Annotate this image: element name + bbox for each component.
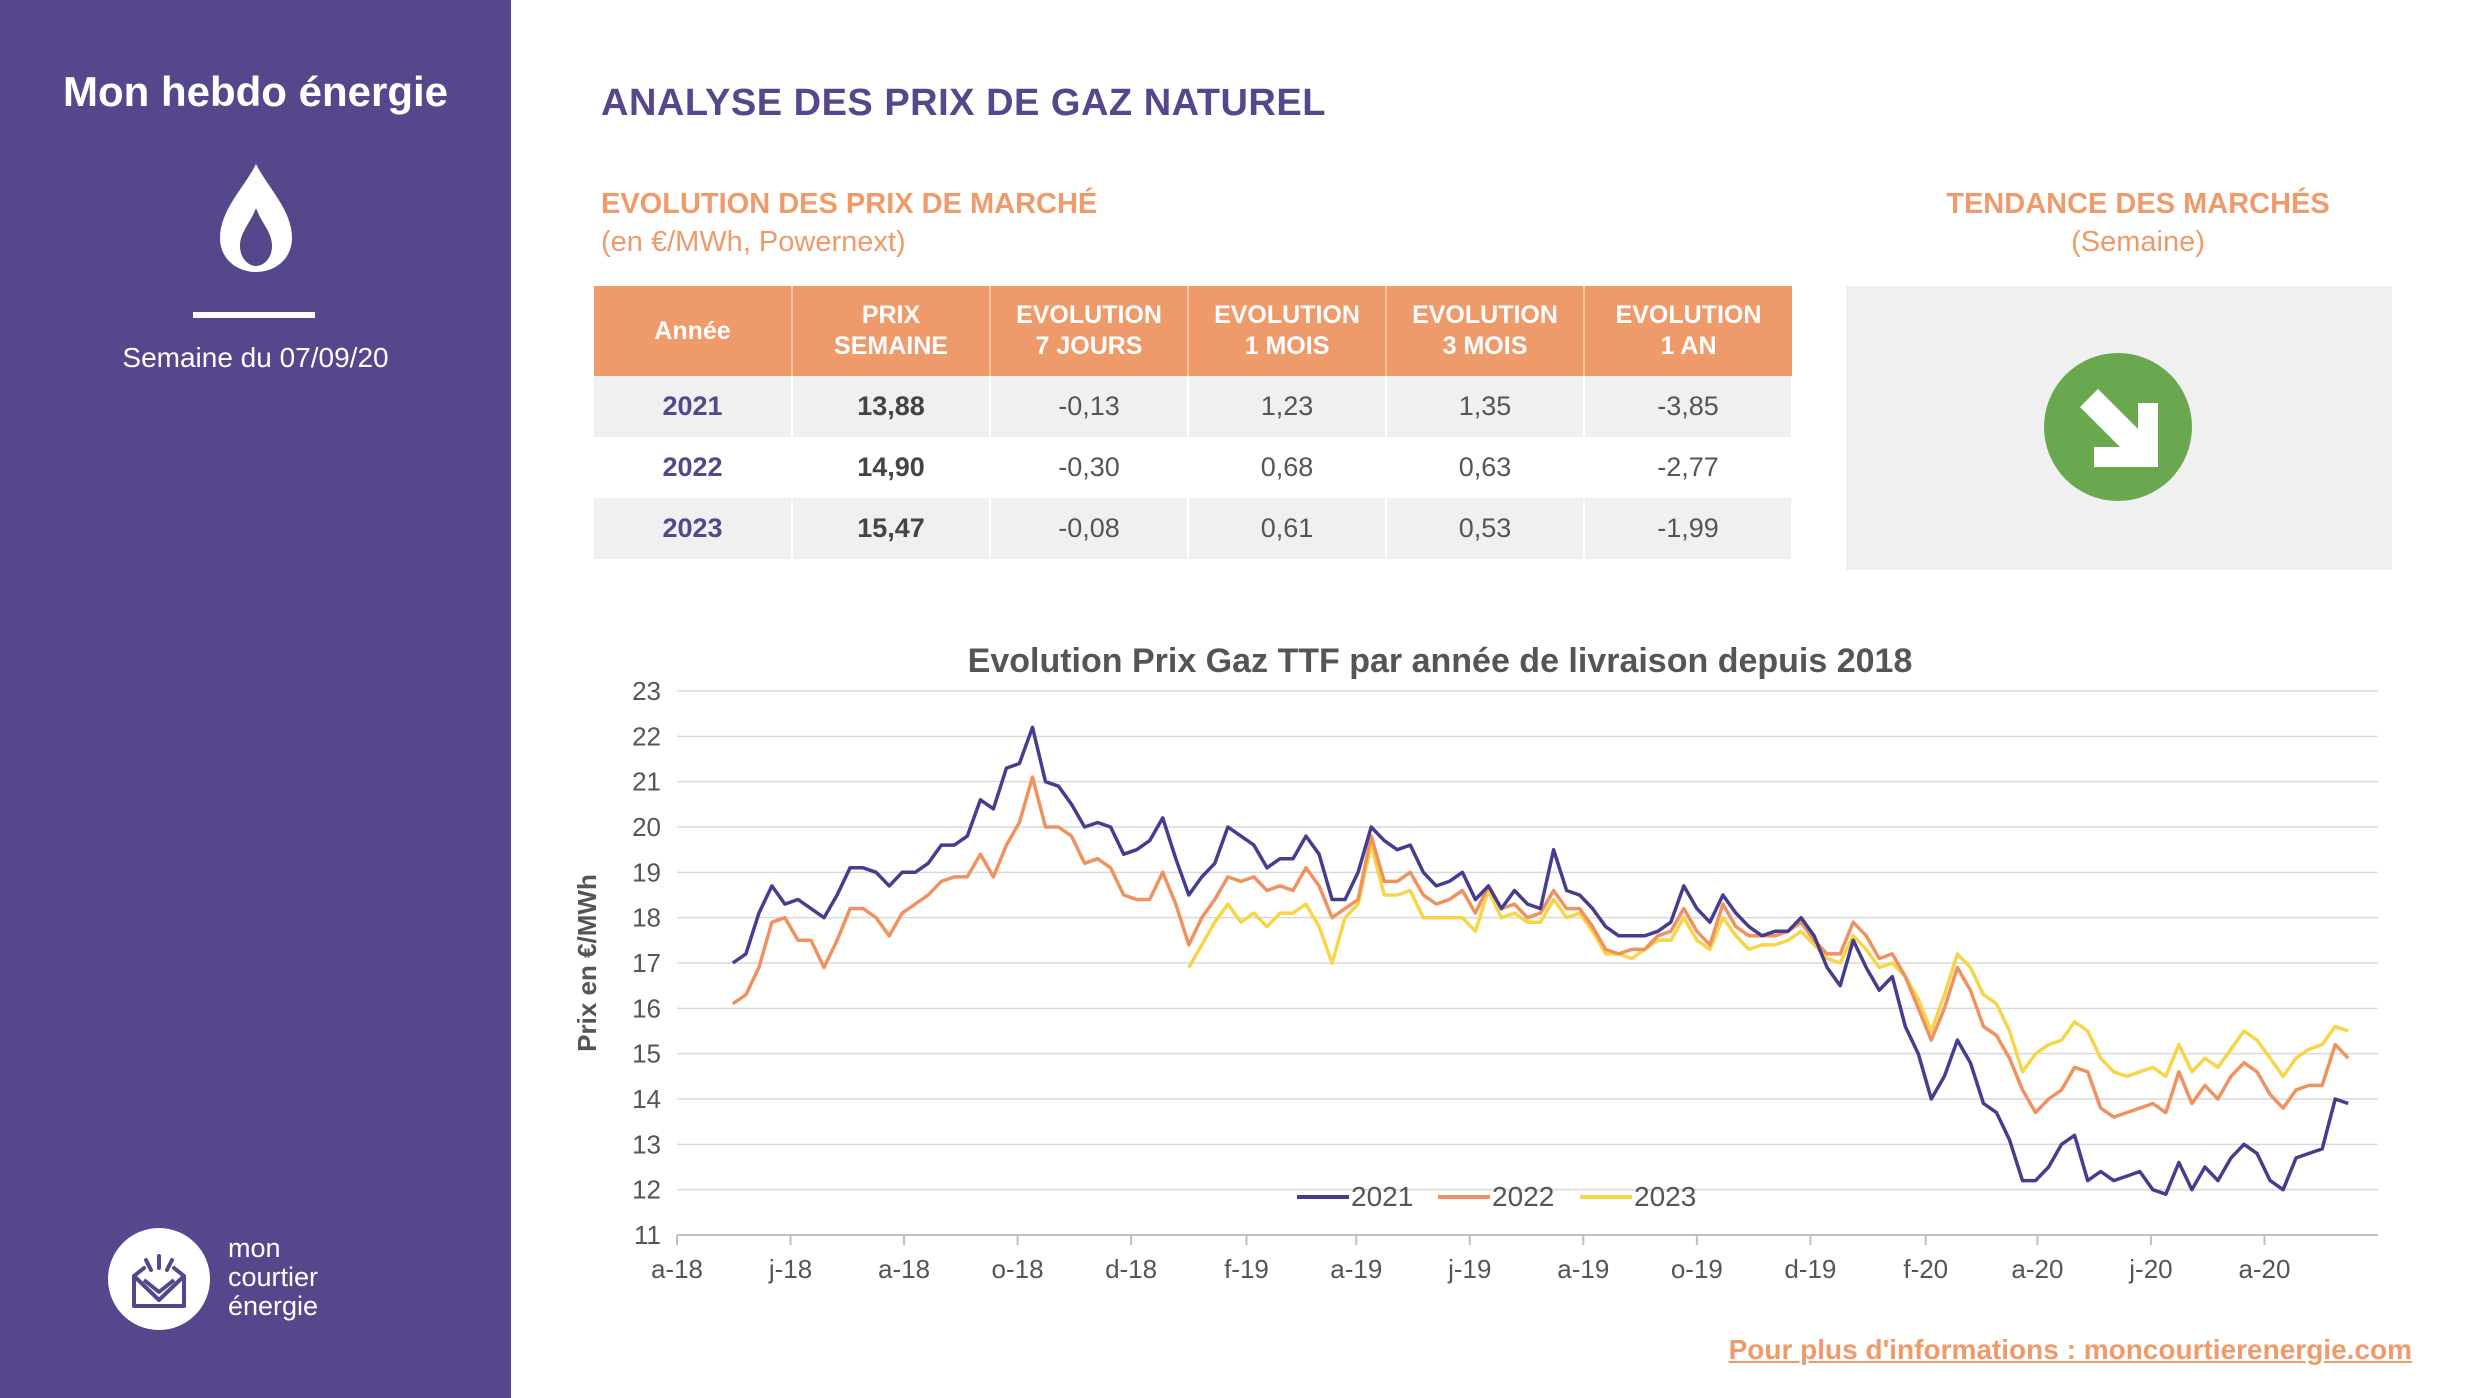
x-tick-label: j-18 xyxy=(768,1254,812,1284)
series-line-2021 xyxy=(731,725,2349,1196)
chart-title: Evolution Prix Gaz TTF par année de livr… xyxy=(967,642,1913,680)
legend-label: 2021 xyxy=(1351,1181,1413,1212)
y-tick-label: 21 xyxy=(632,767,661,797)
x-tick-label: o-19 xyxy=(1671,1254,1723,1284)
cell-evol-3m: 0,63 xyxy=(1386,437,1585,498)
cell-year: 2021 xyxy=(594,376,793,437)
table-row: 2021 13,88 -0,13 1,23 1,35 -3,85 xyxy=(594,376,1793,437)
table-header-row: Année PRIX SEMAINE EVOLUTION 7 JOURS EVOLU… xyxy=(594,286,1792,376)
header-evolution-3-mois: EVOLUTION 3 MOIS xyxy=(1386,286,1585,376)
logo-text: mon courtier énergie xyxy=(228,1234,318,1321)
y-tick-label: 17 xyxy=(632,948,661,978)
y-axis-label: Prix en €/MWh xyxy=(572,874,602,1052)
x-tick-label: f-20 xyxy=(1903,1254,1948,1284)
cell-evol-1a: -1,99 xyxy=(1584,498,1793,559)
y-tick-label: 14 xyxy=(632,1084,661,1114)
x-tick-label: j-20 xyxy=(2128,1254,2172,1284)
logo-line: courtier xyxy=(228,1262,319,1292)
cell-evol-7j: -0,08 xyxy=(990,498,1189,559)
series-line-2023 xyxy=(1187,843,2349,1079)
sidebar-divider xyxy=(193,312,315,318)
cell-evol-3m: 0,53 xyxy=(1386,498,1585,559)
trend-panel xyxy=(1846,286,2392,570)
week-label: Semaine du 07/09/20 xyxy=(122,342,389,373)
y-tick-label: 16 xyxy=(632,993,661,1023)
section-note: (en €/MWh, Powernext) xyxy=(601,226,906,258)
y-tick-label: 18 xyxy=(632,903,661,933)
y-tick-label: 22 xyxy=(632,721,661,751)
price-chart: Evolution Prix Gaz TTF par année de livr… xyxy=(560,630,2400,1290)
x-tick-label: a-18 xyxy=(878,1254,930,1284)
y-tick-label: 11 xyxy=(634,1220,661,1250)
header-evolution-1-an: EVOLUTION 1 AN xyxy=(1584,286,1792,376)
info-link[interactable]: Pour plus d'informations : moncourtieren… xyxy=(1728,1334,2412,1365)
y-tick-label: 20 xyxy=(632,812,661,842)
x-tick-label: d-19 xyxy=(1784,1254,1836,1284)
x-tick-label: j-19 xyxy=(1447,1254,1491,1284)
header-evolution-1-mois: EVOLUTION 1 MOIS xyxy=(1188,286,1387,376)
legend-label: 2023 xyxy=(1634,1181,1696,1212)
section-title: EVOLUTION DES PRIX DE MARCHÉ xyxy=(601,188,1098,220)
y-tick-label: 12 xyxy=(632,1175,661,1205)
cell-evol-1m: 0,68 xyxy=(1188,437,1387,498)
x-tick-label: a-20 xyxy=(2011,1254,2063,1284)
y-tick-label: 13 xyxy=(632,1129,661,1159)
x-tick-label: f-19 xyxy=(1224,1254,1269,1284)
x-tick-label: o-18 xyxy=(992,1254,1044,1284)
cell-price: 14,90 xyxy=(792,437,991,498)
table-row: 2023 15,47 -0,08 0,61 0,53 -1,99 xyxy=(594,498,1793,559)
cell-year: 2023 xyxy=(594,498,793,559)
y-tick-label: 23 xyxy=(632,676,661,706)
flame-icon xyxy=(220,164,292,272)
y-tick-label: 19 xyxy=(632,857,661,887)
arrow-down-right-icon xyxy=(2044,353,2192,501)
x-tick-label: a-19 xyxy=(1330,1254,1382,1284)
cell-evol-1m: 0,61 xyxy=(1188,498,1387,559)
trend-title: TENDANCE DES MARCHÉS xyxy=(1946,188,2330,220)
x-tick-label: a-18 xyxy=(651,1254,703,1284)
logo-line: mon xyxy=(228,1233,281,1263)
series-line-2022 xyxy=(731,775,2350,1119)
sidebar: Mon hebdo énergie Semaine du 07/09/20 mo… xyxy=(0,0,511,1398)
cell-evol-1a: -2,77 xyxy=(1584,437,1793,498)
cell-evol-7j: -0,30 xyxy=(990,437,1189,498)
cell-evol-1m: 1,23 xyxy=(1188,376,1387,437)
logo-icon xyxy=(108,1228,210,1330)
header-prix-semaine: PRIX SEMAINE xyxy=(792,286,991,376)
cell-price: 15,47 xyxy=(792,498,991,559)
x-tick-label: a-19 xyxy=(1557,1254,1609,1284)
cell-evol-1a: -3,85 xyxy=(1584,376,1793,437)
brand-title: Mon hebdo énergie xyxy=(62,68,448,115)
cell-evol-3m: 1,35 xyxy=(1386,376,1585,437)
table-row: 2022 14,90 -0,30 0,68 0,63 -2,77 xyxy=(594,437,1793,498)
legend-label: 2022 xyxy=(1492,1181,1554,1212)
price-table: Année PRIX SEMAINE EVOLUTION 7 JOURS EVOLU… xyxy=(594,286,1793,559)
header-annee: Année xyxy=(594,286,793,376)
header-evolution-7-jours: EVOLUTION 7 JOURS xyxy=(990,286,1189,376)
y-tick-label: 15 xyxy=(632,1039,661,1069)
x-tick-label: a-20 xyxy=(2238,1254,2290,1284)
cell-year: 2022 xyxy=(594,437,793,498)
trend-note: (Semaine) xyxy=(2071,226,2205,258)
x-tick-label: d-18 xyxy=(1105,1254,1157,1284)
cell-price: 13,88 xyxy=(792,376,991,437)
cell-evol-7j: -0,13 xyxy=(990,376,1189,437)
logo-line: énergie xyxy=(228,1291,319,1321)
page-title: ANALYSE DES PRIX DE GAZ NATUREL xyxy=(601,82,1326,124)
